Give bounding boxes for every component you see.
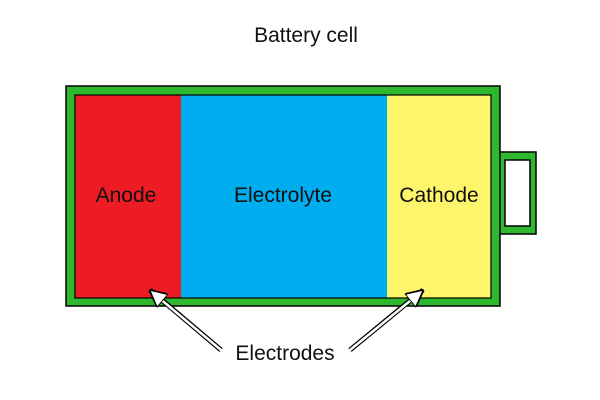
battery-terminal-inner — [504, 159, 531, 227]
callout-arrow-anode — [150, 288, 223, 352]
anode-label: Anode — [96, 184, 157, 207]
inner-outline — [74, 94, 492, 299]
electrolyte-label: Electrolyte — [234, 184, 332, 207]
anode-region — [75, 95, 181, 298]
diagram-title: Battery cell — [254, 24, 358, 47]
electrolyte-region — [181, 95, 387, 298]
electrodes-label: Electrodes — [235, 342, 334, 365]
cathode-region — [387, 95, 491, 298]
cathode-label: Cathode — [399, 184, 478, 207]
callout-arrow-cathode — [348, 288, 423, 352]
